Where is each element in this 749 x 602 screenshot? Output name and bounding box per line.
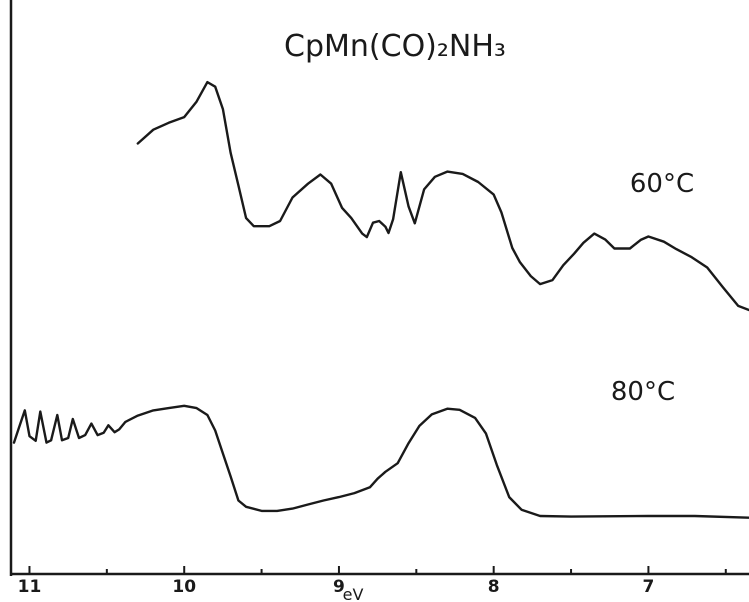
x-tick-label: 9 xyxy=(333,577,345,597)
x-axis-label: eV xyxy=(343,585,364,602)
chart-title: CpMn(CO)₂NH₃ xyxy=(284,29,506,64)
series-label-80c: 80°C xyxy=(611,377,675,407)
series-label-60c: 60°C xyxy=(630,169,694,199)
x-axis-ticks: 11 10 9 8 7 xyxy=(18,566,727,597)
x-tick-label: 7 xyxy=(642,577,654,597)
spectrum-curve-80c xyxy=(12,404,749,519)
x-tick-label: 8 xyxy=(488,577,500,597)
x-tick-label: 11 xyxy=(18,577,42,597)
spectrum-curve-60c xyxy=(136,80,749,312)
spectrum-curves xyxy=(12,80,749,519)
series-labels: 60°C 80°C xyxy=(611,169,694,407)
x-tick-label: 10 xyxy=(172,577,196,597)
